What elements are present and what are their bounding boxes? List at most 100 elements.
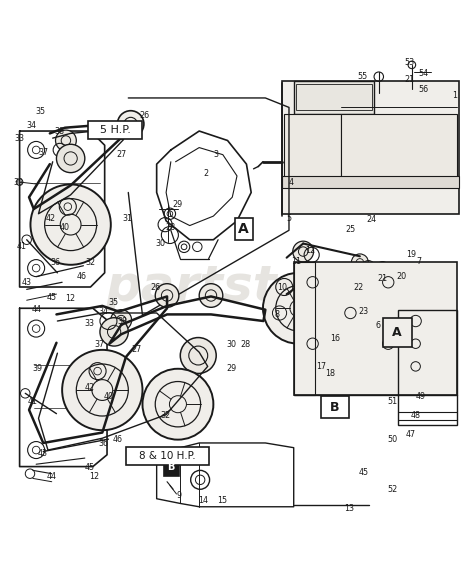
Text: 36: 36 <box>99 440 109 448</box>
Bar <box>284 114 341 179</box>
Text: 46: 46 <box>77 272 87 281</box>
Text: B: B <box>330 401 339 413</box>
Text: 48: 48 <box>410 411 420 420</box>
Text: 43: 43 <box>22 278 32 287</box>
Text: 39: 39 <box>33 364 43 373</box>
Text: 26: 26 <box>151 284 161 292</box>
Text: 38: 38 <box>118 316 128 325</box>
Bar <box>383 318 412 347</box>
Text: 33: 33 <box>84 319 94 328</box>
Text: 36: 36 <box>50 258 60 267</box>
Text: 20: 20 <box>396 272 407 281</box>
Circle shape <box>263 273 334 344</box>
Text: 18: 18 <box>326 369 336 378</box>
Text: 7: 7 <box>416 257 421 266</box>
Text: 51: 51 <box>387 397 397 406</box>
Bar <box>164 458 179 476</box>
Text: 37: 37 <box>94 340 104 349</box>
Circle shape <box>100 318 128 346</box>
Text: 12: 12 <box>89 472 100 482</box>
Text: 32: 32 <box>160 411 170 420</box>
Text: 35: 35 <box>36 107 46 116</box>
Text: 25: 25 <box>345 225 356 234</box>
Text: 47: 47 <box>406 430 416 439</box>
Text: 41: 41 <box>28 397 38 406</box>
Text: 50: 50 <box>387 435 397 444</box>
Text: 5: 5 <box>286 214 292 223</box>
Text: A: A <box>238 222 249 236</box>
Bar <box>321 395 348 418</box>
Text: B: B <box>168 462 175 472</box>
Text: 22: 22 <box>354 284 364 292</box>
Circle shape <box>293 241 314 262</box>
Text: partstree: partstree <box>105 263 369 311</box>
Text: 35: 35 <box>108 298 118 307</box>
Text: 30: 30 <box>226 340 237 349</box>
Bar <box>282 82 459 214</box>
Bar <box>294 82 374 114</box>
Circle shape <box>56 144 85 173</box>
Text: 32: 32 <box>85 258 96 267</box>
Bar <box>88 121 143 138</box>
Bar <box>398 310 457 425</box>
Circle shape <box>199 284 223 307</box>
Text: 37: 37 <box>38 148 48 157</box>
Text: 29: 29 <box>173 200 183 209</box>
Text: 44: 44 <box>31 305 41 314</box>
Text: 42: 42 <box>45 214 55 223</box>
Text: 40: 40 <box>103 392 113 401</box>
Circle shape <box>180 338 216 374</box>
Bar <box>282 176 459 188</box>
Text: 27: 27 <box>116 150 127 159</box>
Circle shape <box>30 184 111 265</box>
Text: 6: 6 <box>375 321 380 330</box>
Circle shape <box>111 310 132 331</box>
Text: 45: 45 <box>84 463 95 472</box>
Bar <box>296 84 372 110</box>
Text: 45: 45 <box>46 293 57 302</box>
Text: 8: 8 <box>274 310 280 319</box>
Text: 38: 38 <box>55 126 65 135</box>
Text: 4: 4 <box>289 177 294 187</box>
Text: 28: 28 <box>166 223 176 232</box>
Circle shape <box>62 350 143 430</box>
Text: A: A <box>392 326 402 339</box>
Text: 45: 45 <box>359 468 369 477</box>
Text: 13: 13 <box>345 503 355 513</box>
Circle shape <box>143 369 213 440</box>
Circle shape <box>55 130 76 151</box>
Text: 29: 29 <box>226 364 237 373</box>
Text: 14: 14 <box>198 496 208 505</box>
Text: 2: 2 <box>204 169 209 178</box>
Text: 44: 44 <box>47 472 57 482</box>
Text: 17: 17 <box>316 362 326 371</box>
Text: 1: 1 <box>452 91 457 100</box>
Text: 30: 30 <box>155 239 165 248</box>
Text: 39: 39 <box>14 177 24 187</box>
Text: 55: 55 <box>357 72 367 81</box>
Text: 3: 3 <box>213 150 218 159</box>
Bar <box>294 262 315 395</box>
Text: 42: 42 <box>84 383 95 391</box>
Text: 34: 34 <box>99 307 109 316</box>
Circle shape <box>351 254 368 271</box>
Bar <box>126 447 209 465</box>
Text: 21: 21 <box>404 76 415 84</box>
Text: 9: 9 <box>177 491 182 501</box>
Text: 46: 46 <box>113 435 123 444</box>
Circle shape <box>118 111 144 137</box>
Text: 23: 23 <box>359 307 369 316</box>
Text: 15: 15 <box>217 496 227 505</box>
Text: 19: 19 <box>406 250 416 259</box>
Text: 52: 52 <box>387 485 397 494</box>
Circle shape <box>155 284 179 307</box>
Text: 27: 27 <box>132 345 142 354</box>
Text: 53: 53 <box>404 58 415 67</box>
Text: 12: 12 <box>65 294 76 303</box>
Text: 26: 26 <box>140 111 150 121</box>
Text: 41: 41 <box>17 242 27 251</box>
Text: 34: 34 <box>27 121 36 130</box>
Text: 56: 56 <box>419 85 429 94</box>
Text: 54: 54 <box>419 69 429 78</box>
Text: 28: 28 <box>240 340 251 349</box>
